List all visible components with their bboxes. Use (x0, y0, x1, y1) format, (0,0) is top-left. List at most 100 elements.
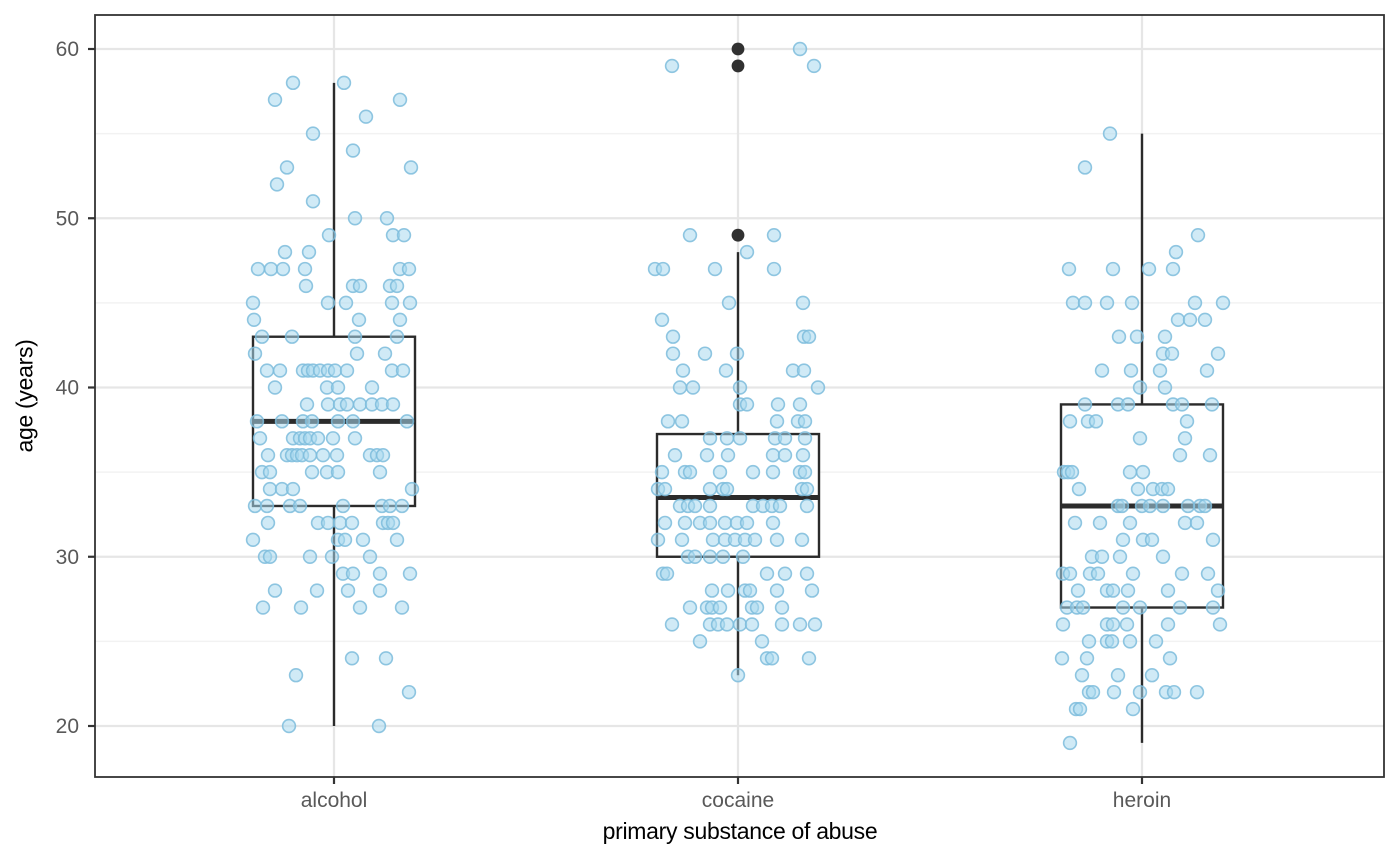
jitter-point-heroin (1111, 329, 1127, 344)
jitter-point-cocaine (797, 464, 813, 480)
jitter-point-cocaine (699, 448, 715, 463)
jitter-point-heroin (1099, 295, 1115, 311)
jitter-point-cocaine (754, 634, 770, 649)
jitter-point-heroin (1124, 295, 1140, 311)
jitter-point-heroin (1119, 617, 1135, 632)
jitter-point-alcohol (305, 194, 321, 209)
jitter-point-heroin (1204, 397, 1220, 412)
jitter-point-heroin (1077, 160, 1093, 175)
jitter-point-heroin (1152, 363, 1168, 378)
jitter-point-heroin (1172, 448, 1188, 463)
jitter-point-heroin (1105, 261, 1121, 277)
jitter-point-cocaine (792, 41, 808, 57)
jitter-point-heroin (1062, 566, 1078, 581)
jitter-point-cocaine (729, 346, 745, 361)
jitter-point-heroin (1199, 363, 1215, 378)
jitter-point-heroin (1144, 668, 1160, 683)
jitter-point-heroin (1187, 295, 1203, 311)
jitter-point-heroin (1054, 651, 1070, 666)
jitter-point-cocaine (777, 431, 793, 446)
jitter-point-cocaine (807, 617, 823, 632)
jitter-point-heroin (1112, 549, 1128, 564)
jitter-point-cocaine (744, 617, 760, 632)
jitter-point-heroin (1155, 498, 1171, 514)
jitter-point-cocaine (702, 515, 718, 531)
jitter-point-alcohol (404, 481, 420, 497)
jitter-point-alcohol (315, 448, 331, 463)
jitter-point-cocaine (674, 414, 690, 429)
jitter-point-alcohol (260, 515, 276, 531)
jitter-point-alcohol (389, 532, 405, 548)
jitter-point-alcohol (336, 75, 352, 91)
jitter-point-alcohol (392, 312, 408, 327)
jitter-point-cocaine (770, 397, 786, 412)
jitter-point-alcohol (347, 431, 363, 446)
jitter-point-alcohol (259, 498, 275, 514)
jitter-point-cocaine (799, 566, 815, 581)
jitter-point-heroin (1105, 583, 1121, 598)
jitter-point-alcohol (309, 583, 325, 598)
jitter-point-alcohol (371, 718, 387, 734)
jitter-point-alcohol (279, 160, 295, 175)
jitter-point-heroin (1071, 481, 1087, 497)
jitter-point-alcohol (403, 160, 419, 175)
jitter-point-cocaine (732, 431, 748, 446)
jitter-point-cocaine (769, 414, 785, 429)
jitter-point-heroin (1144, 532, 1160, 548)
y-tick-label: 40 (56, 377, 79, 400)
jitter-point-heroin (1067, 515, 1083, 531)
jitter-point-cocaine (717, 515, 733, 531)
jitter-point-alcohol (297, 261, 313, 277)
jitter-point-heroin (1072, 701, 1088, 717)
jitter-point-cocaine (682, 600, 698, 615)
jitter-point-alcohol (247, 498, 263, 514)
jitter-point-cocaine (667, 448, 683, 463)
jitter-point-heroin (1125, 701, 1141, 717)
jitter-point-cocaine (774, 617, 790, 632)
jitter-point-alcohol (325, 431, 341, 446)
jitter-point-heroin (1215, 295, 1231, 311)
jitter-point-alcohol (394, 498, 410, 514)
jitter-point-cocaine (777, 448, 793, 463)
jitter-point-alcohol (372, 566, 388, 581)
jitter-point-heroin (1197, 312, 1213, 327)
jitter-point-heroin (1141, 261, 1157, 277)
jitter-point-alcohol (402, 566, 418, 581)
jitter-point-heroin (1120, 397, 1136, 412)
jitter-point-alcohol (288, 668, 304, 683)
jitter-point-alcohol (339, 363, 355, 378)
jitter-point-heroin (1070, 583, 1086, 598)
jitter-point-alcohol (347, 329, 363, 344)
jitter-point-alcohol (298, 278, 314, 294)
jitter-point-alcohol (401, 261, 417, 277)
jitter-point-cocaine (799, 498, 815, 514)
jitter-point-heroin (1170, 312, 1186, 327)
jitter-point-alcohol (384, 295, 400, 311)
x-tick-label-heroin: heroin (1113, 789, 1171, 812)
jitter-point-alcohol (262, 464, 278, 480)
jitter-point-alcohol (335, 498, 351, 514)
jitter-point-heroin (1122, 515, 1138, 531)
jitter-point-heroin (1166, 684, 1182, 700)
jitter-point-heroin (1197, 498, 1213, 514)
jitter-point-cocaine (660, 414, 676, 429)
jitter-point-alcohol (385, 397, 401, 412)
jitter-point-cocaine (739, 515, 755, 531)
jitter-point-cocaine (718, 363, 734, 378)
jitter-point-cocaine (650, 532, 666, 548)
jitter-point-cocaine (692, 634, 708, 649)
jitter-point-heroin (1210, 583, 1226, 598)
jitter-point-cocaine (769, 583, 785, 598)
jitter-point-alcohol (246, 312, 262, 327)
jitter-point-alcohol (347, 211, 363, 226)
jitter-point-heroin (1130, 481, 1146, 497)
jitter-point-alcohol (281, 718, 297, 734)
jitter-point-cocaine (719, 617, 735, 632)
jitter-point-heroin (1212, 617, 1228, 632)
jitter-point-heroin (1132, 684, 1148, 700)
jitter-point-cocaine (730, 668, 746, 683)
jitter-point-cocaine (739, 397, 755, 412)
jitter-point-heroin (1190, 227, 1206, 243)
